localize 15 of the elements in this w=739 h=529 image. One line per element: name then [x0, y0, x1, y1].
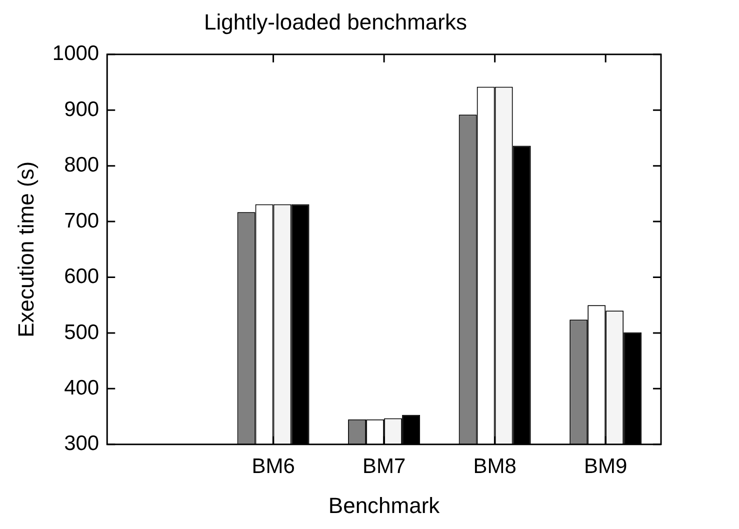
y-tick-label: 400 — [64, 376, 100, 400]
y-tick-label: 700 — [64, 209, 100, 232]
x-tick-label: BM7 — [362, 454, 406, 478]
y-tick-label: 1000 — [52, 42, 100, 66]
x-tick-label: BM6 — [252, 454, 295, 478]
x-tick-label: BM9 — [584, 454, 628, 478]
chart-title: Lightly-loaded benchmarks — [204, 9, 467, 34]
y-axis-title: Execution time (s) — [13, 161, 38, 338]
y-tick-label: 800 — [64, 154, 100, 177]
x-axis-title: Benchmark — [328, 492, 441, 518]
y-tick-label: 900 — [64, 98, 100, 121]
y-tick-label: 600 — [64, 265, 100, 288]
x-tick-label: BM8 — [473, 454, 516, 478]
y-tick-label: 300 — [64, 432, 100, 456]
y-tick-label: 500 — [64, 320, 100, 344]
